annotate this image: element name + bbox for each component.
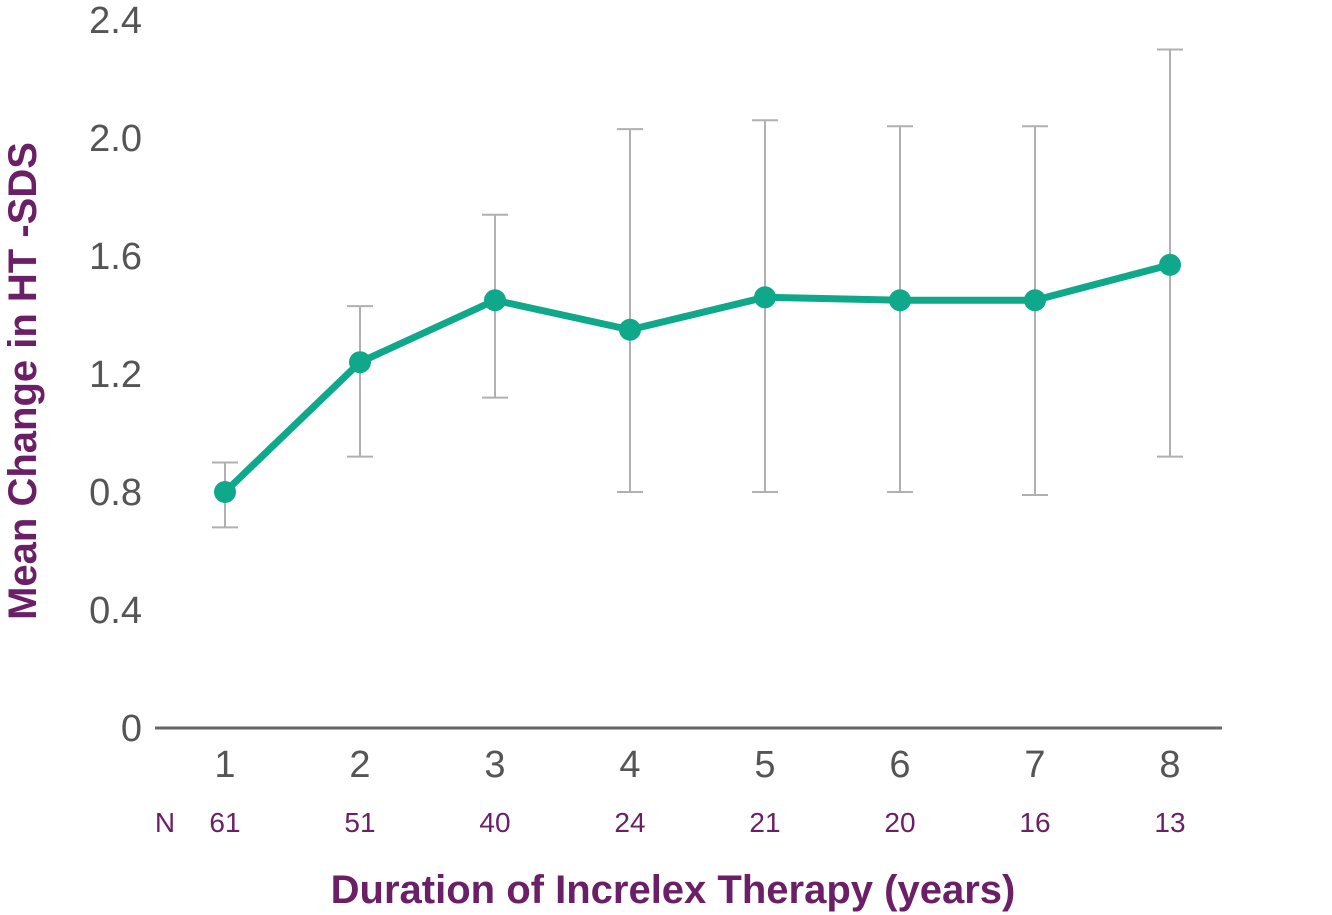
x-tick-label: 1: [214, 744, 235, 786]
x-tick-label: 5: [754, 744, 775, 786]
data-point: [619, 318, 641, 341]
y-tick-label: 1.6: [89, 236, 142, 278]
y-tick-label: 2.4: [89, 0, 142, 42]
x-tick-label: 2: [349, 744, 370, 786]
data-point: [214, 481, 236, 503]
n-value: 16: [1019, 807, 1050, 838]
x-tick-label: 3: [484, 744, 505, 786]
y-tick-label: 0.8: [89, 472, 142, 514]
y-tick-label: 1.2: [89, 354, 142, 396]
y-tick-label: 0: [121, 708, 142, 750]
x-tick-label: 4: [619, 744, 640, 786]
n-value: 24: [614, 807, 645, 838]
n-value: 20: [884, 807, 915, 838]
n-value: 61: [209, 807, 240, 838]
error-bar: [617, 128, 643, 493]
x-axis-title: Duration of Increlex Therapy (years): [331, 868, 1016, 912]
y-axis-title: Mean Change in HT -SDS: [1, 142, 45, 620]
y-tick-label: 2.0: [89, 118, 142, 160]
data-point: [349, 351, 371, 374]
x-tick-label: 7: [1024, 744, 1045, 786]
error-bar: [1157, 48, 1183, 458]
n-value: 21: [749, 807, 780, 838]
n-row-label: N: [155, 807, 175, 838]
n-values-row: 61 51 40 24 21 20 16 13: [209, 807, 1185, 838]
y-axis-ticks: 0 0.4 0.8 1.2 1.6 2.0 2.4: [89, 0, 142, 750]
n-value: 40: [479, 807, 510, 838]
n-value: 51: [344, 807, 375, 838]
data-point: [1024, 289, 1046, 312]
error-bars: [212, 48, 1183, 529]
data-point: [754, 286, 776, 309]
x-tick-label: 6: [889, 744, 910, 786]
data-point: [1159, 253, 1181, 276]
error-bar: [347, 305, 373, 458]
x-axis-ticks: 1 2 3 4 5 6 7 8: [214, 744, 1180, 786]
data-point: [889, 289, 911, 312]
series-line: [221, 261, 1174, 496]
data-points: [214, 253, 1181, 503]
data-point: [484, 289, 506, 312]
y-tick-label: 0.4: [89, 590, 142, 632]
x-tick-label: 8: [1159, 744, 1180, 786]
n-value: 13: [1154, 807, 1185, 838]
